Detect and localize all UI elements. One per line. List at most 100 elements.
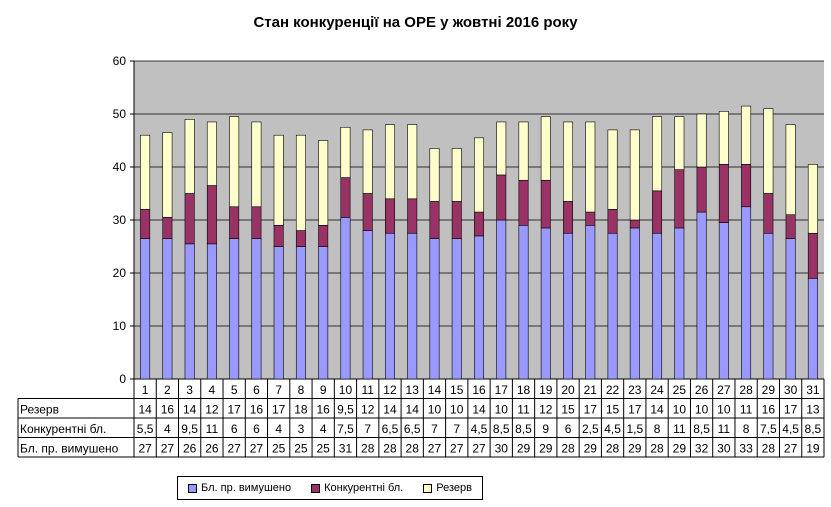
table-cell-value: 12 — [361, 402, 375, 416]
bar-segment — [140, 209, 151, 239]
bar-segment — [273, 225, 284, 247]
bar-segment — [162, 217, 173, 239]
bar-segment — [718, 222, 729, 380]
bar-segment — [718, 111, 729, 165]
x-tick-label: 14 — [428, 383, 442, 397]
legend: Бл. пр. вимушено Конкурентні бл. Резерв — [177, 476, 483, 500]
table-cell-value: 11 — [740, 402, 753, 416]
bar-segment — [162, 238, 173, 380]
table-cell-value: 18 — [294, 402, 308, 416]
x-tick-label: 17 — [495, 383, 509, 397]
bar-segment — [629, 219, 640, 229]
table-cell-value: 13 — [806, 402, 820, 416]
x-tick-label: 5 — [231, 383, 238, 397]
x-tick-label: 8 — [298, 383, 305, 397]
x-tick-label: 31 — [806, 383, 820, 397]
bar-segment — [741, 206, 752, 380]
legend-label-forced: Бл. пр. вимушено — [201, 482, 292, 494]
table-row-label: Конкурентні бл. — [20, 422, 106, 436]
bar-segment — [696, 211, 707, 380]
bar-segment — [518, 121, 529, 181]
legend-item-forced: Бл. пр. вимушено — [188, 482, 291, 494]
legend-swatch-competitive — [311, 483, 321, 493]
table-cell-value: 28 — [383, 441, 397, 455]
bar-segment — [585, 211, 596, 226]
table-cell-value: 8,5 — [493, 422, 510, 436]
x-tick-label: 23 — [628, 383, 642, 397]
table-cell-value: 27 — [472, 441, 486, 455]
table-cell-value: 1,5 — [626, 422, 643, 436]
table-cell-value: 16 — [317, 402, 331, 416]
x-tick-label: 29 — [762, 383, 776, 397]
table-cell-value: 27 — [784, 441, 798, 455]
bar-segment — [540, 116, 551, 181]
x-tick-label: 2 — [164, 383, 171, 397]
x-tick-label: 26 — [695, 383, 709, 397]
legend-swatch-reserve — [423, 483, 433, 493]
table-cell-value: 14 — [138, 402, 152, 416]
table-cell-value: 25 — [272, 441, 286, 455]
bar-segment — [295, 246, 306, 380]
x-tick-label: 21 — [584, 383, 598, 397]
x-tick-label: 19 — [539, 383, 553, 397]
bar-segment — [741, 164, 752, 208]
bar-segment — [229, 116, 240, 208]
table-cell-value: 4 — [320, 422, 327, 436]
bar-segment — [763, 232, 774, 380]
bar-segment — [474, 137, 484, 213]
y-tick-label: 20 — [113, 266, 127, 280]
table-cell-value: 14 — [183, 402, 197, 416]
bar-segment — [674, 169, 685, 229]
bar-segment — [340, 217, 351, 380]
bar-segment — [563, 232, 574, 380]
table-cell-value: 6 — [231, 422, 238, 436]
table-row-label: Резерв — [20, 402, 59, 416]
x-tick-label: 1 — [142, 383, 149, 397]
bar-segment — [496, 121, 507, 176]
table-cell-value: 25 — [317, 441, 331, 455]
bar-segment — [540, 227, 551, 380]
table-cell-value: 11 — [718, 422, 731, 436]
table-cell-value: 4,5 — [782, 422, 799, 436]
table-cell-value: 29 — [539, 441, 553, 455]
bar-segment — [652, 232, 663, 380]
bar-segment — [318, 225, 329, 247]
table-cell-value: 28 — [561, 441, 575, 455]
bar-segment — [696, 113, 707, 168]
bar-segment — [318, 246, 329, 380]
x-tick-label: 27 — [717, 383, 731, 397]
table-cell-value: 28 — [650, 441, 664, 455]
table-cell-value: 15 — [561, 402, 575, 416]
table-cell-value: 28 — [406, 441, 420, 455]
table-cell-value: 26 — [205, 441, 219, 455]
bar-segment — [563, 201, 574, 234]
bar-segment — [318, 140, 329, 226]
bar-segment — [140, 238, 151, 380]
bar-segment — [518, 179, 529, 226]
bar-segment — [785, 124, 796, 215]
bar-segment — [607, 209, 618, 234]
table-cell-value: 28 — [606, 441, 620, 455]
table-cell-value: 10 — [717, 402, 731, 416]
table-cell-value: 17 — [272, 402, 286, 416]
x-tick-label: 18 — [517, 383, 531, 397]
table-cell-value: 30 — [495, 441, 509, 455]
table-cell-value: 27 — [161, 441, 175, 455]
table-cell-value: 29 — [673, 441, 687, 455]
bar-segment — [295, 134, 306, 231]
x-tick-label: 24 — [650, 383, 664, 397]
bar-segment — [496, 219, 507, 380]
bar-segment — [273, 246, 284, 380]
x-tick-label: 6 — [253, 383, 260, 397]
x-tick-label: 9 — [320, 383, 327, 397]
table-cell-value: 9,5 — [337, 402, 354, 416]
table-cell-value: 27 — [250, 441, 264, 455]
bar-segment — [362, 193, 373, 231]
table-cell-value: 14 — [472, 402, 486, 416]
table-cell-value: 10 — [428, 402, 442, 416]
legend-swatch-forced — [188, 483, 197, 493]
bar-segment — [251, 238, 262, 380]
bar-segment — [718, 164, 729, 223]
table-cell-value: 8,5 — [693, 422, 710, 436]
x-tick-label: 4 — [209, 383, 216, 397]
